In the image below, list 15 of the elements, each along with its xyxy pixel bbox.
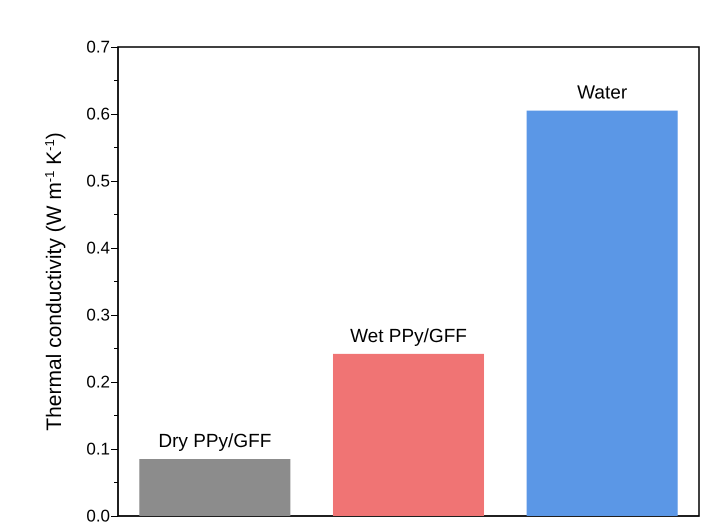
y-tick-label: 0.6 [86,104,110,124]
y-axis-title: Thermal conductivity (W m-1 K-1) [42,132,66,431]
y-tick-label: 0.2 [86,372,110,392]
bar [332,354,484,516]
y-tick-label: 0.1 [86,440,110,458]
x-tick-label: Dry PPy/GFF [158,431,272,452]
y-tick-label: 0.3 [86,306,110,324]
y-tick-label: 0.0 [86,506,110,526]
bar [139,459,290,516]
bar [526,110,678,516]
y-tick-label: 0.4 [86,238,110,258]
x-tick-label: Wet PPy/GFF [350,326,467,347]
y-tick-label: 0.5 [86,172,110,190]
y-tick-label: 0.7 [86,38,110,56]
x-tick-label: Water [577,82,628,104]
